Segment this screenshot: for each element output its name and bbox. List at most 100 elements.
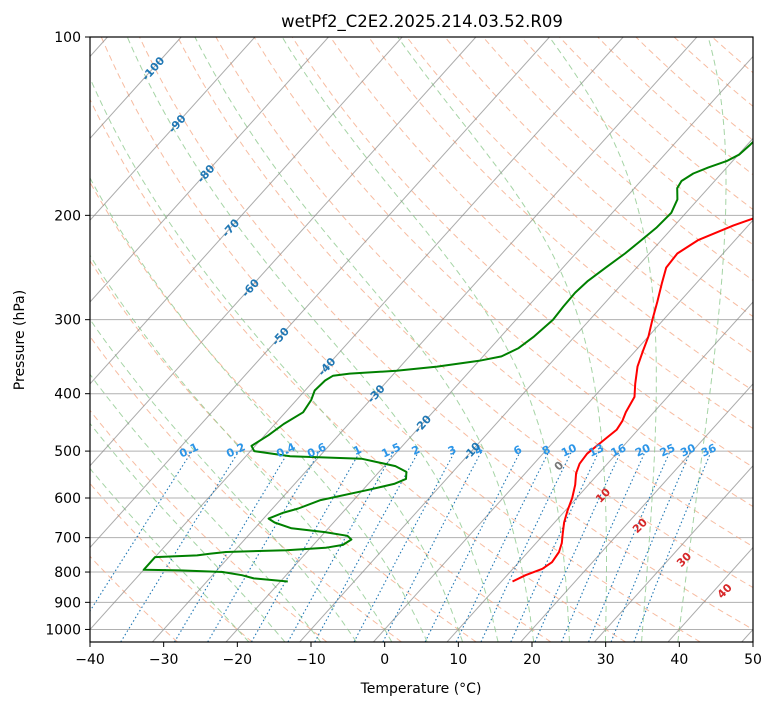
y-tick-label: 600 [54,491,81,507]
plot-frame [89,36,754,643]
moist-adiabat-label: 30 [674,549,694,569]
moist-adiabat-line [90,318,357,642]
isotherm-line [594,465,753,642]
mixing-ratio-line [424,450,521,642]
mixing-ratio-label: 2 [410,443,422,458]
isotherm-line [90,37,256,221]
mixing-ratio-label: 13 [587,441,606,459]
isotherm-line [90,37,329,303]
x-tick-label: −30 [149,652,179,668]
mixing-ratio-line [560,450,646,642]
mixing-ratio-line [610,450,692,642]
mixing-ratio-label: 30 [678,441,698,459]
y-tick-label: 200 [54,208,81,224]
y-tick-label: 500 [54,444,81,460]
mixing-ratio-label: 36 [699,441,719,459]
dry-adiabat-line [215,37,753,548]
dry-adiabat-line [90,409,328,642]
dry-adiabat-line [635,37,753,141]
mixing-ratio-label: 25 [658,441,677,459]
moist-adiabat-line [126,37,499,642]
mixing-ratio-label: 0.2 [224,440,247,460]
x-tick-label: −40 [75,652,105,668]
x-tick-label: −10 [296,652,326,668]
dry-adiabat-line [559,37,753,211]
mixing-ratio-line [120,450,240,642]
isotherm-line [152,37,698,642]
dry-adiabat-line [711,37,753,74]
x-tick-label: 0 [380,652,389,668]
moist-adiabat-label: 10 [593,485,613,505]
mixing-ratio-line [287,450,395,642]
y-tick-label: 100 [54,30,81,46]
mixing-ratio-line [174,450,290,642]
mixing-ratio-line [633,450,712,642]
mixing-ratio-line [588,450,671,642]
moist-adiabat-label: 20 [630,516,650,536]
mixing-ratio-line [382,450,483,642]
mixing-ratio-line [314,450,420,642]
x-tick-label: 30 [597,652,615,668]
background-grid [90,37,753,642]
mixing-ratio-label: 1.5 [380,440,403,460]
mixing-ratio-label: 20 [633,441,653,459]
dry-adiabat-line [482,37,753,281]
mixing-ratio-label: 0.1 [177,440,200,460]
mixing-ratio-label: 3 [446,443,458,458]
isotherm-line [90,37,477,467]
x-tick-label: 20 [523,652,541,668]
isotherm-line [90,37,624,631]
chart-title: wetPf2_C2E2.2025.214.03.52.R09 [281,12,563,32]
mixing-ratio-line [251,450,361,642]
x-tick-label: 40 [670,652,688,668]
isotherm-line [446,301,753,642]
x-axis-label: Temperature (°C) [360,681,482,697]
line-labels: 0.1 0.2 0.4 0.6 1 1.5 2 3 4 6 8 10 13 16 20 25 30 36-100-… [139,54,735,601]
moist-adiabat-line [677,37,727,642]
dry-adiabat-line [253,37,753,508]
x-tick-label: 50 [744,652,762,668]
y-tick-label: 300 [54,313,81,329]
moist-adiabat-line [397,37,607,642]
moist-adiabat-label: 40 [715,581,735,601]
y-tick-label: 900 [54,595,81,611]
y-tick-label: 400 [54,387,81,403]
dry-adiabat-line [139,37,753,630]
mixing-ratio-line [90,450,193,613]
mixing-ratio-label: 0.4 [274,440,297,460]
x-tick-label: −20 [223,652,253,668]
dry-adiabat-line [90,259,477,642]
isotherm-line [225,55,753,642]
profile-lines [142,140,753,583]
moist-adiabat-line [548,37,657,642]
moist-adiabat-line [194,37,535,642]
y-tick-label: 1000 [45,622,81,638]
x-tick-label: 10 [449,652,467,668]
mixing-ratio-label: 1 [351,443,363,458]
moist-adiabat-line [281,37,570,642]
isotherm-label: -100 [139,54,167,83]
mixing-ratio-line [534,450,622,642]
dry-adiabat-line [90,555,178,642]
y-axis-label: Pressure (hPa) [12,290,28,390]
moist-adiabat-line [90,176,428,642]
y-tick-label: 800 [54,565,81,581]
dry-adiabat-line [291,37,753,468]
mixing-ratio-label: 6 [511,443,524,458]
isotherm-line [90,37,550,549]
dry-adiabat-line [90,482,253,642]
axes: −40 −30 −20 −10 0 10 20 30 40 5010020030040050060… [45,30,762,668]
isotherm-line [520,383,753,642]
mixing-ratio-label: 10 [559,441,579,459]
mixing-ratio-line [480,450,573,642]
temperature-profile-line [512,217,753,583]
dry-adiabat-line [444,37,753,318]
mixing-ratio-line [455,450,550,642]
y-tick-label: 700 [54,531,81,547]
isotherm-line [741,628,753,642]
mixing-ratio-label: 16 [609,441,629,459]
dry-adiabat-line [406,37,753,354]
moist-adiabat-line [90,254,393,642]
moist-adiabat-line [90,373,322,642]
mixing-ratio-line [353,450,456,642]
